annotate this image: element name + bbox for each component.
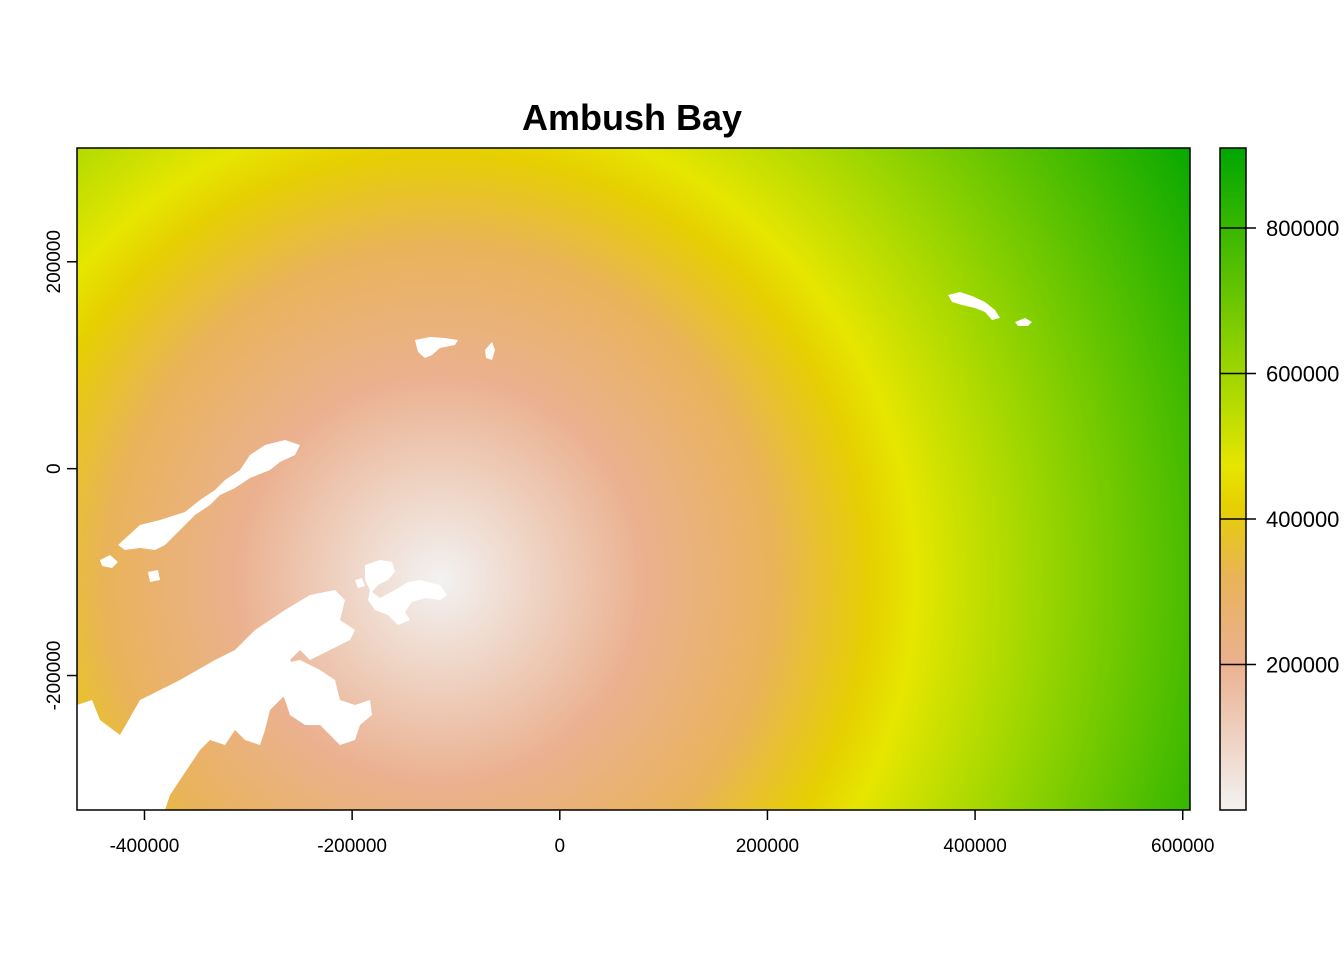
joinville-island [365,560,447,625]
chart-title: Ambush Bay [522,97,742,138]
x-tick-label: -400000 [110,836,180,857]
raster-layer [77,148,1190,810]
islet-small-b [355,578,365,588]
legend-ticks: 200000 400000 600000 800000 [1220,216,1339,678]
x-tick-label: 400000 [943,836,1006,857]
south-orkney-east [485,342,495,360]
x-tick-label: 600000 [1151,836,1214,857]
y-axis: -200000 0 200000 [44,230,77,710]
land-masses [77,292,1032,810]
x-axis: -400000 -200000 0 200000 400000 600000 [110,810,1214,857]
x-tick-label: 0 [554,836,565,857]
x-tick-label: 200000 [736,836,799,857]
south-sandwich-islands [948,292,1032,326]
legend: 200000 400000 600000 800000 [1219,147,1339,811]
x-tick-label: -200000 [317,836,387,857]
legend-tick-label: 800000 [1266,216,1339,241]
y-tick-label: -200000 [44,641,65,711]
plot-frame [76,147,1191,811]
south-shetland-arc [118,440,300,550]
island-cluster-west [275,660,372,745]
legend-colorbar [1219,147,1247,811]
islet-small-a [148,570,160,582]
y-tick-label: 0 [44,463,65,474]
legend-tick-label: 400000 [1266,507,1339,532]
antarctic-peninsula [77,590,355,810]
south-orkney-west [415,337,458,358]
legend-tick-label: 600000 [1266,362,1339,387]
y-tick-label: 200000 [44,230,65,293]
legend-tick-label: 200000 [1266,653,1339,678]
islet-sw [100,555,118,568]
